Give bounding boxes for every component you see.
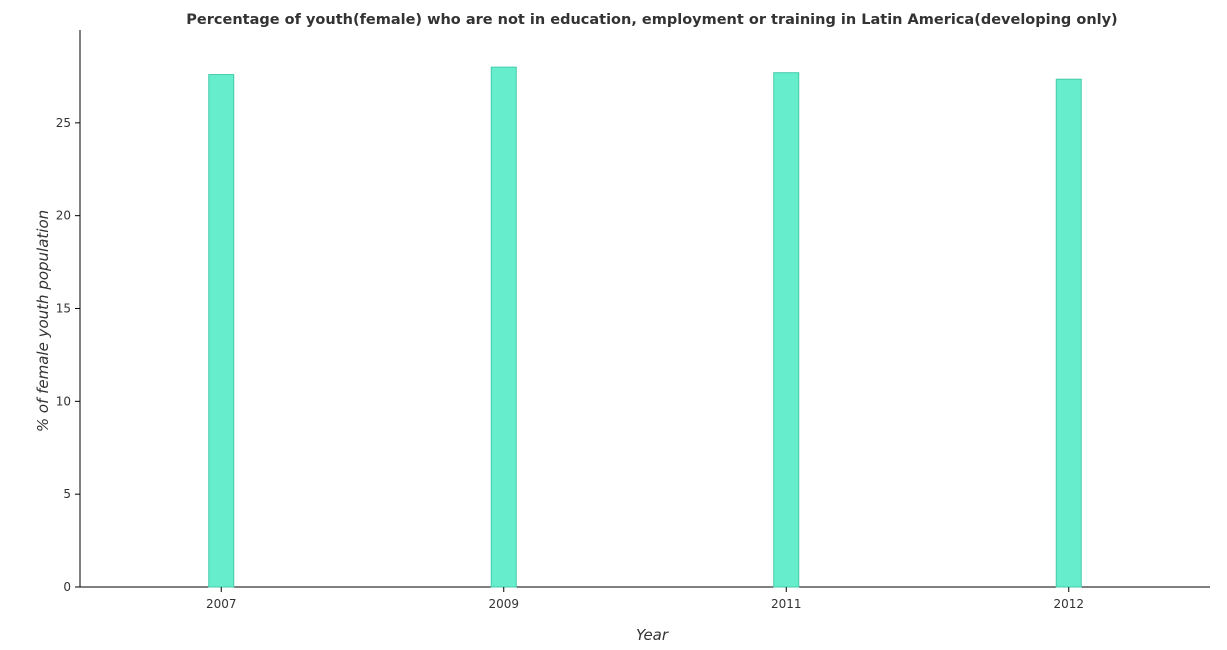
x-tick-label-2012: 2012 [1053,597,1084,611]
x-tick-label-2011: 2011 [771,597,802,611]
y-tick-label-10: 10 [56,394,71,408]
y-tick-label-15: 15 [56,302,71,316]
y-tick-label-0: 0 [63,580,71,594]
y-tick-label-25: 25 [56,116,71,130]
y-tick-label-5: 5 [63,487,71,501]
x-axis-ticks: 2007 2009 2011 2012 [206,587,1084,611]
y-tick-label-20: 20 [56,209,71,223]
bar-2011 [774,73,799,587]
bar-2007 [209,75,234,587]
bar-2009 [491,67,516,587]
chart-title: Percentage of youth(female) who are not … [186,12,1117,28]
bar-2012 [1056,79,1081,587]
y-axis-ticks: 0 5 10 15 20 25 [56,116,80,594]
x-tick-label-2009: 2009 [488,597,519,611]
bars-group [209,67,1082,587]
x-tick-label-2007: 2007 [206,597,237,611]
plot-frame [80,30,1210,587]
y-axis-label: % of female youth population [34,210,52,432]
x-axis-label: Year [636,626,669,644]
